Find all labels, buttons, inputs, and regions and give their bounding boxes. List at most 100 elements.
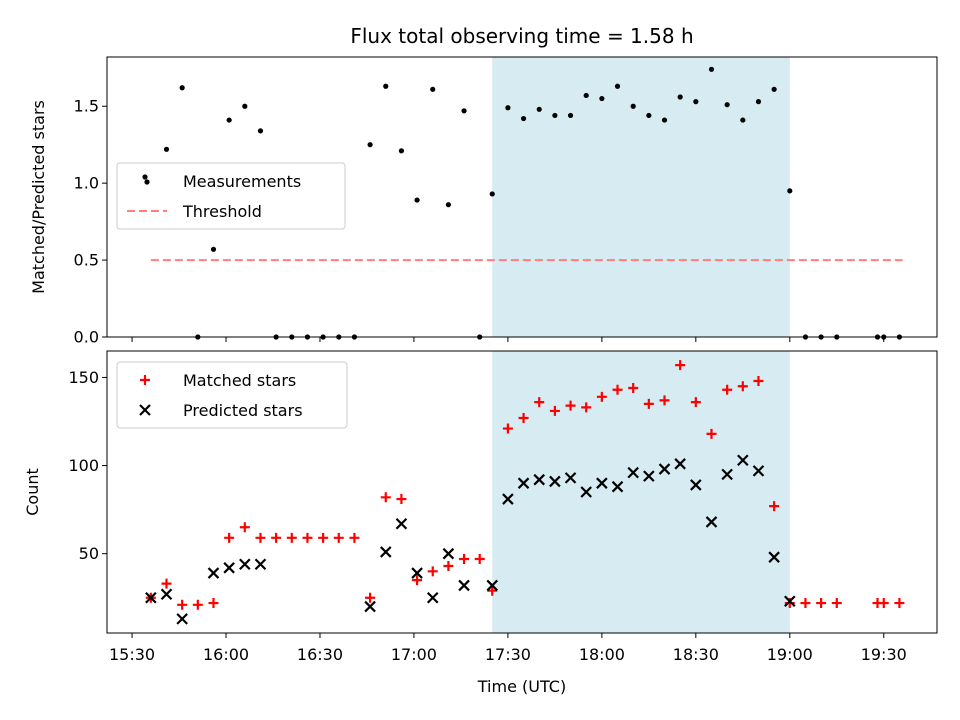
measurements-point — [489, 191, 495, 197]
matched-stars-point — [737, 381, 748, 392]
matched-stars-point — [894, 598, 905, 609]
predicted-stars-point — [674, 458, 686, 470]
measurements-point — [430, 86, 436, 92]
matched-stars-point — [239, 522, 250, 533]
predicted-stars-legend-label: Predicted stars — [183, 401, 303, 420]
matched-stars-point — [318, 532, 329, 543]
matched-stars-point — [659, 395, 670, 406]
predicted-stars-point — [658, 463, 671, 475]
predicted-stars-legend-swatch — [139, 404, 151, 416]
measurements-point — [398, 148, 405, 154]
count-y-axis-label: Count — [23, 468, 42, 516]
ratio-axes-frame — [106, 56, 938, 338]
matched-stars-point — [518, 412, 529, 423]
y-tick-label: 1.5 — [74, 97, 99, 116]
matched-stars-point — [333, 532, 344, 543]
matched-stars-point — [816, 598, 827, 609]
matched-stars-point — [177, 599, 188, 610]
matched-stars-point — [628, 383, 639, 394]
predicted-stars-point — [705, 516, 718, 528]
predicted-stars-point — [254, 558, 267, 571]
predicted-stars-point — [784, 595, 796, 608]
matched-stars-point — [612, 384, 623, 395]
predicted-stars-point — [517, 477, 530, 489]
matched-stars-point — [208, 598, 219, 609]
threshold-legend-label: Threshold — [182, 202, 262, 221]
predicted-stars-point — [690, 479, 702, 491]
count-x-ticks: 15:30 16:00 16:30 17:00 17:30 18:00 18:30 19:00… — [109, 633, 907, 664]
matched-stars-point — [412, 575, 423, 586]
matched-stars-point — [224, 532, 235, 543]
measurements-point — [552, 112, 558, 119]
predicted-stars-point — [549, 475, 561, 488]
count-legend: Matched stars Predicted stars — [116, 361, 348, 429]
measurements-point — [740, 117, 746, 123]
ratio-marks — [148, 66, 903, 340]
predicted-stars-point — [627, 466, 639, 479]
measurements-point — [677, 94, 683, 100]
measurements-point — [383, 83, 389, 89]
predicted-stars-point — [611, 480, 624, 493]
measurements-point — [693, 99, 699, 105]
predicted-stars-point — [564, 472, 577, 484]
measurements-point — [257, 128, 264, 134]
measurements-point — [614, 83, 621, 89]
count-marks — [145, 360, 905, 625]
ratio-legend: Measurements Threshold — [116, 162, 346, 230]
matched-stars-point — [831, 598, 842, 609]
matched-stars-point — [474, 553, 485, 564]
matched-stars-point — [643, 398, 654, 409]
predicted-stars-point — [486, 579, 499, 592]
predicted-stars-point — [207, 567, 220, 579]
measurements-point — [771, 86, 777, 92]
matched-stars-point — [365, 592, 376, 603]
predicted-stars-point — [395, 517, 408, 530]
predicted-stars-point — [721, 468, 733, 481]
matched-stars-point — [534, 397, 545, 408]
chart-title: Flux total observing time = 1.58 h — [350, 24, 693, 48]
matched-stars-point — [161, 578, 172, 589]
matched-stars-point — [549, 405, 560, 416]
matched-stars-point — [581, 402, 592, 413]
matched-stars-point — [192, 599, 203, 610]
matched-stars-point — [800, 598, 811, 609]
measurements-point — [583, 92, 589, 99]
matched-stars-point — [286, 532, 297, 543]
predicted-stars-point — [458, 579, 470, 592]
x-axis-label: Time (UTC) — [477, 677, 566, 696]
predicted-stars-point — [176, 613, 188, 625]
measurements-point — [787, 188, 793, 194]
matched-stars-point — [271, 532, 282, 543]
count-panel: 50 100 150 15:30 16:00 16:30 17:00 17:30 18:00 1… — [23, 350, 938, 664]
y-tick-label: 150 — [68, 368, 99, 387]
matched-stars-point — [302, 532, 313, 543]
predicted-stars-point — [737, 454, 749, 467]
matched-stars-point — [396, 494, 407, 505]
predicted-stars-point — [596, 477, 608, 489]
matched-stars-point — [596, 391, 607, 402]
matched-stars-point — [427, 566, 438, 577]
predicted-stars-point — [364, 600, 376, 613]
y-tick-label: 50 — [79, 544, 99, 563]
predicted-stars-point — [752, 465, 765, 477]
predicted-stars-point — [442, 547, 455, 560]
measurements-point — [630, 103, 636, 109]
matched-stars-point — [349, 532, 360, 543]
measurements-point — [536, 106, 542, 112]
measurements-legend-swatch — [144, 179, 150, 185]
matched-stars-point — [878, 598, 889, 609]
measurements-legend-label: Measurements — [183, 172, 301, 191]
matched-stars-point — [769, 501, 780, 512]
predicted-stars-point — [533, 473, 546, 486]
y-tick-label: 100 — [68, 456, 99, 475]
x-tick-label: 19:00 — [767, 645, 813, 664]
y-tick-label: 1.0 — [74, 174, 99, 193]
matched-stars-point — [675, 360, 686, 371]
measurements-point — [755, 99, 762, 105]
measurements-point — [445, 202, 451, 208]
matched-stars-point — [380, 492, 391, 503]
matched-stars-point — [690, 397, 701, 408]
predicted-stars-point — [160, 588, 173, 601]
predicted-stars-point — [223, 562, 235, 574]
observation-window-shade — [492, 57, 790, 337]
